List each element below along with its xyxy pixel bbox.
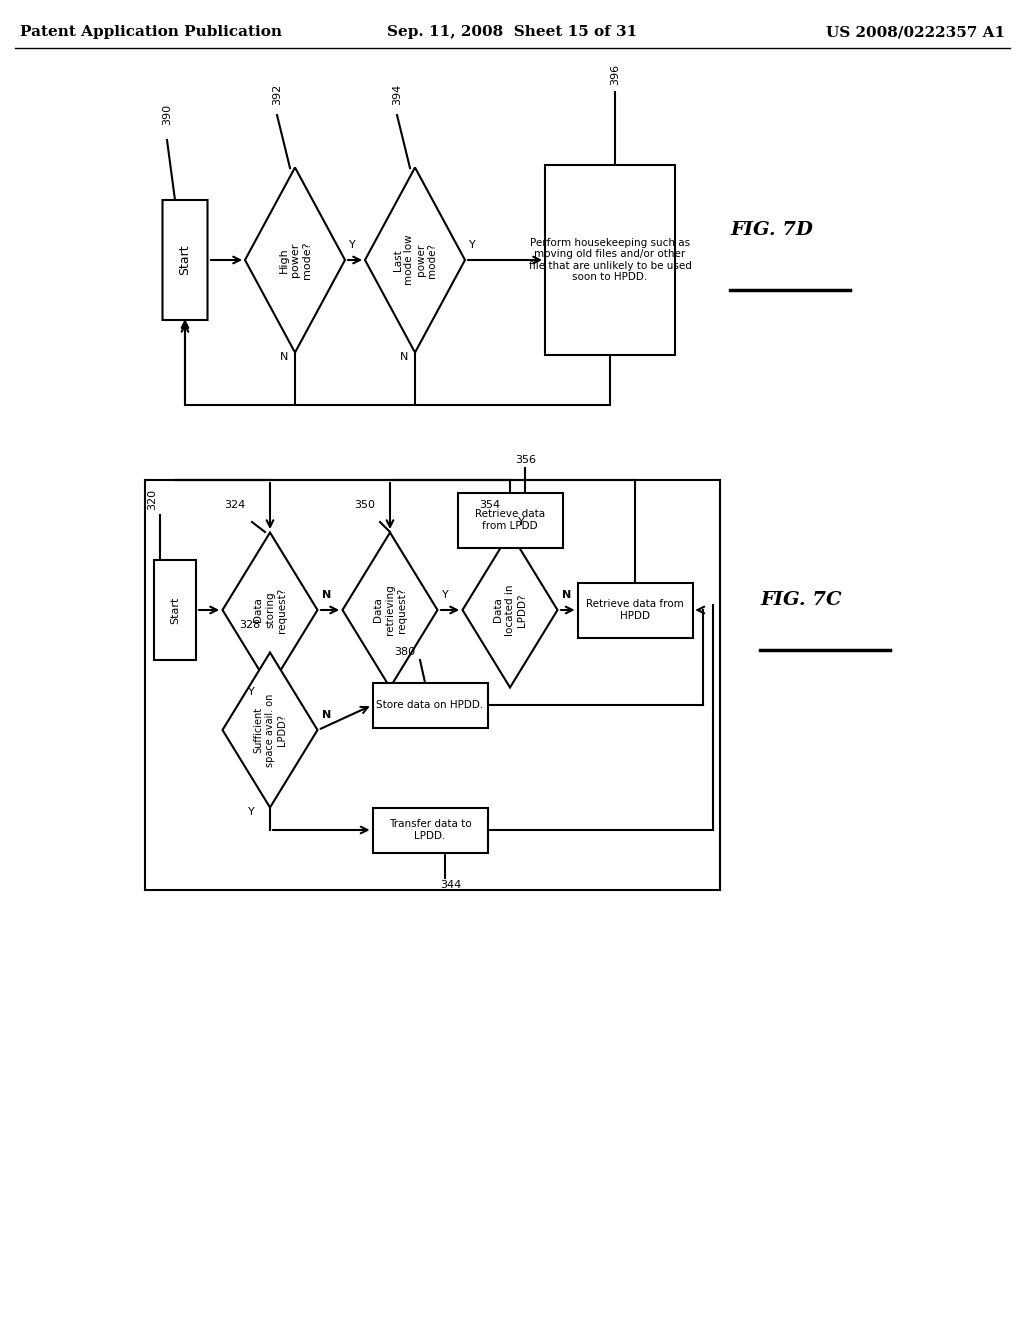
Text: 344: 344 [440, 880, 461, 890]
Text: Sufficient
space avail. on
LPDD?: Sufficient space avail. on LPDD? [253, 693, 287, 767]
Text: 328: 328 [239, 620, 260, 630]
Text: Store data on HPDD.: Store data on HPDD. [377, 700, 483, 710]
Text: Y: Y [518, 517, 524, 527]
Polygon shape [245, 168, 345, 352]
Text: N: N [400, 352, 409, 362]
Text: FIG. 7C: FIG. 7C [760, 591, 842, 609]
Text: 392: 392 [272, 83, 282, 106]
Text: Y: Y [442, 590, 449, 601]
Text: Y: Y [349, 240, 355, 249]
Text: Y: Y [248, 686, 255, 697]
Text: US 2008/0222357 A1: US 2008/0222357 A1 [826, 25, 1005, 40]
Text: 350: 350 [354, 500, 375, 510]
Polygon shape [222, 532, 317, 688]
Text: Patent Application Publication: Patent Application Publication [20, 25, 282, 40]
Text: Last
mode low
power
mode?: Last mode low power mode? [392, 235, 437, 285]
Polygon shape [222, 652, 317, 808]
Text: 320: 320 [147, 488, 157, 510]
Text: 354: 354 [479, 500, 500, 510]
Polygon shape [463, 532, 557, 688]
Text: N: N [322, 590, 331, 601]
FancyBboxPatch shape [373, 808, 487, 853]
Text: Retrieve data from
HPDD: Retrieve data from HPDD [586, 599, 684, 620]
Text: 396: 396 [610, 63, 620, 84]
FancyBboxPatch shape [578, 582, 692, 638]
Polygon shape [365, 168, 465, 352]
Polygon shape [342, 532, 437, 688]
Text: 390: 390 [162, 104, 172, 125]
Text: 394: 394 [392, 83, 402, 106]
FancyBboxPatch shape [458, 492, 562, 548]
FancyBboxPatch shape [545, 165, 675, 355]
FancyBboxPatch shape [154, 560, 196, 660]
Text: High
power
mode?: High power mode? [279, 242, 311, 279]
Text: 356: 356 [515, 455, 536, 465]
Text: Data
storing
request?: Data storing request? [253, 587, 287, 632]
Text: Transfer data to
LPDD.: Transfer data to LPDD. [389, 820, 471, 841]
Text: Y: Y [469, 240, 476, 249]
Text: Sep. 11, 2008  Sheet 15 of 31: Sep. 11, 2008 Sheet 15 of 31 [387, 25, 637, 40]
Text: N: N [280, 352, 289, 362]
Text: 380: 380 [394, 647, 415, 657]
Text: Data
retrieving
request?: Data retrieving request? [374, 585, 407, 635]
Text: Perform housekeeping such as
moving old files and/or other
file that are unlikel: Perform housekeeping such as moving old … [528, 238, 691, 282]
Text: Start: Start [170, 597, 180, 623]
Text: N: N [562, 590, 571, 601]
Text: 324: 324 [224, 500, 245, 510]
FancyBboxPatch shape [163, 201, 208, 319]
Text: FIG. 7D: FIG. 7D [730, 220, 813, 239]
Text: Start: Start [178, 244, 191, 276]
FancyBboxPatch shape [373, 682, 487, 727]
Text: Retrieve data
from LPDD: Retrieve data from LPDD [475, 510, 545, 531]
Text: Y: Y [248, 807, 255, 817]
Text: Data
located in
LPDD?: Data located in LPDD? [494, 585, 526, 636]
Text: N: N [322, 710, 331, 719]
